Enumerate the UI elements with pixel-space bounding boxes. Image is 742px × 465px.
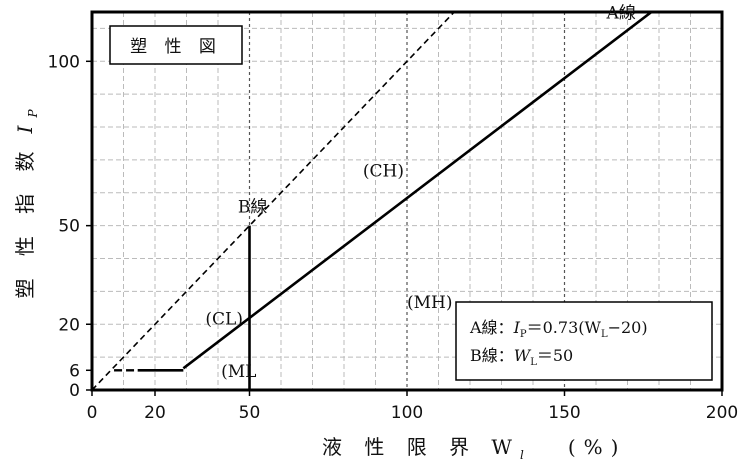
region-label: (MH): [407, 293, 453, 313]
chart-title: 塑 性 図: [130, 37, 222, 57]
line-labels: A線 B線: [238, 4, 636, 218]
y-tick-label: 0: [69, 381, 80, 401]
x-tick-label: 20: [144, 403, 166, 423]
y-axis-label: 塑 性 指 数IP: [13, 101, 40, 298]
y-tick-label: 50: [58, 217, 80, 237]
x-tick-label: 100: [391, 403, 423, 423]
equation-frame: [455, 301, 713, 381]
equation-box: A線：IP＝0.73(WL−20) B線：WL＝50: [455, 301, 713, 381]
x-axis: 0 20 50 100 150 200: [87, 390, 738, 423]
y-axis-title: 塑 性 指 数IP: [13, 101, 40, 298]
region-label: (CH): [363, 161, 404, 181]
y-axis: 06 20 50 100: [48, 52, 92, 401]
y-tick-label: 100: [48, 52, 80, 72]
x-tick-label: 0: [87, 403, 98, 423]
series-line-0: [182, 12, 654, 370]
series-lines: [92, 12, 654, 390]
y-tick-label: 6: [69, 361, 80, 381]
x-axis-label: 液 性 限 界 Wl (%): [322, 435, 626, 462]
x-axis-title: 液 性 限 界 Wl (%): [322, 435, 626, 462]
series-line-2: [92, 12, 456, 390]
y-tick-label: 20: [58, 315, 80, 335]
x-tick-label: 200: [706, 403, 738, 423]
equation-a-line: A線：IP＝0.73(WL−20): [469, 318, 648, 340]
x-tick-label: 150: [548, 403, 580, 423]
title-box: 塑 性 図: [109, 25, 243, 65]
title-frame: [109, 25, 243, 65]
line-label: B線: [238, 198, 268, 218]
x-tick-label: 50: [239, 403, 261, 423]
line-label: A線: [606, 4, 636, 24]
region-label: (ML: [221, 362, 256, 382]
equation-b-line: B線：WL＝50: [470, 346, 573, 368]
region-label: (CL): [205, 309, 243, 329]
region-labels: (CH) (CL) (MH) (ML: [205, 161, 452, 382]
